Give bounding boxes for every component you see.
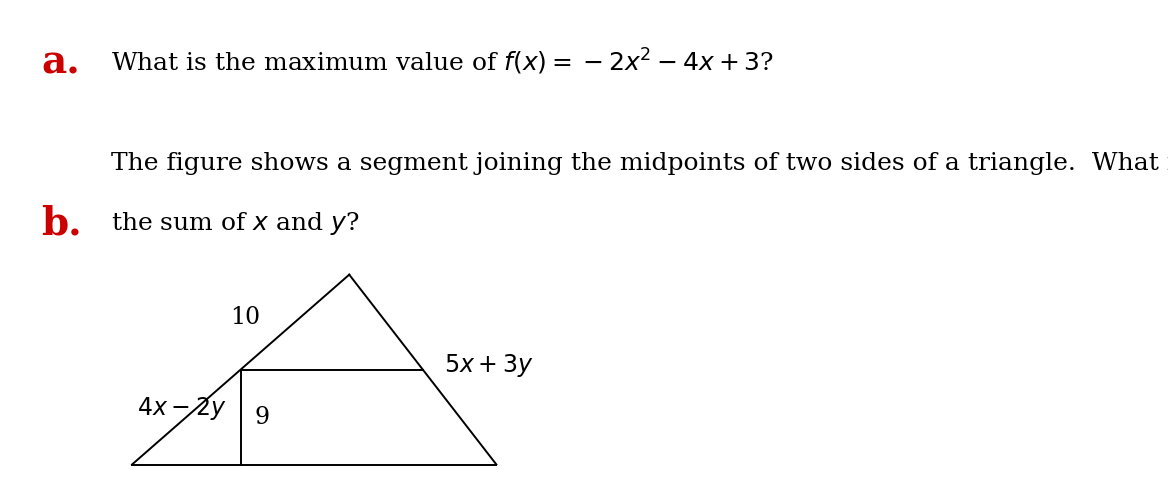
Text: $4x - 2y$: $4x - 2y$ — [138, 395, 227, 422]
Text: $5x + 3y$: $5x + 3y$ — [444, 352, 533, 379]
Text: a.: a. — [41, 43, 79, 82]
Text: What is the maximum value of $f(x) = -2x^2 - 4x + 3$?: What is the maximum value of $f(x) = -2x… — [111, 48, 774, 77]
Text: 10: 10 — [230, 306, 260, 329]
Text: 9: 9 — [255, 406, 270, 429]
Text: b.: b. — [41, 204, 82, 242]
Text: The figure shows a segment joining the midpoints of two sides of a triangle.  Wh: The figure shows a segment joining the m… — [111, 152, 1168, 175]
Text: the sum of $x$ and $y$?: the sum of $x$ and $y$? — [111, 210, 360, 237]
